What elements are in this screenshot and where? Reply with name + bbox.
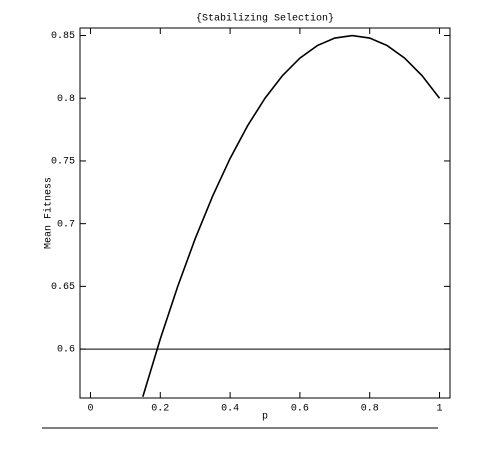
- chart-title: {Stabilizing Selection}: [196, 13, 334, 25]
- x-tick-label: 0: [87, 404, 93, 415]
- plot-frame: [79, 27, 451, 399]
- curve: [142, 34, 441, 397]
- x-tick-label: 0.8: [361, 404, 379, 415]
- x-tick-label: 0.6: [291, 404, 309, 415]
- y-tick-label: 0.6: [57, 345, 75, 356]
- x-tick-label: 0.4: [221, 404, 239, 415]
- y-tick-label: 0.65: [51, 282, 75, 293]
- x-tick-label: 0.2: [151, 404, 169, 415]
- y-tick-label: 0.8: [57, 94, 75, 105]
- x-axis-label: p: [262, 412, 268, 423]
- x-tick-label: 1: [437, 404, 443, 415]
- y-axis-label: Mean Fitness: [43, 177, 55, 249]
- y-tick-label: 0.85: [51, 31, 75, 42]
- y-tick-label: 0.7: [57, 219, 75, 230]
- y-tick-label: 0.75: [51, 157, 75, 168]
